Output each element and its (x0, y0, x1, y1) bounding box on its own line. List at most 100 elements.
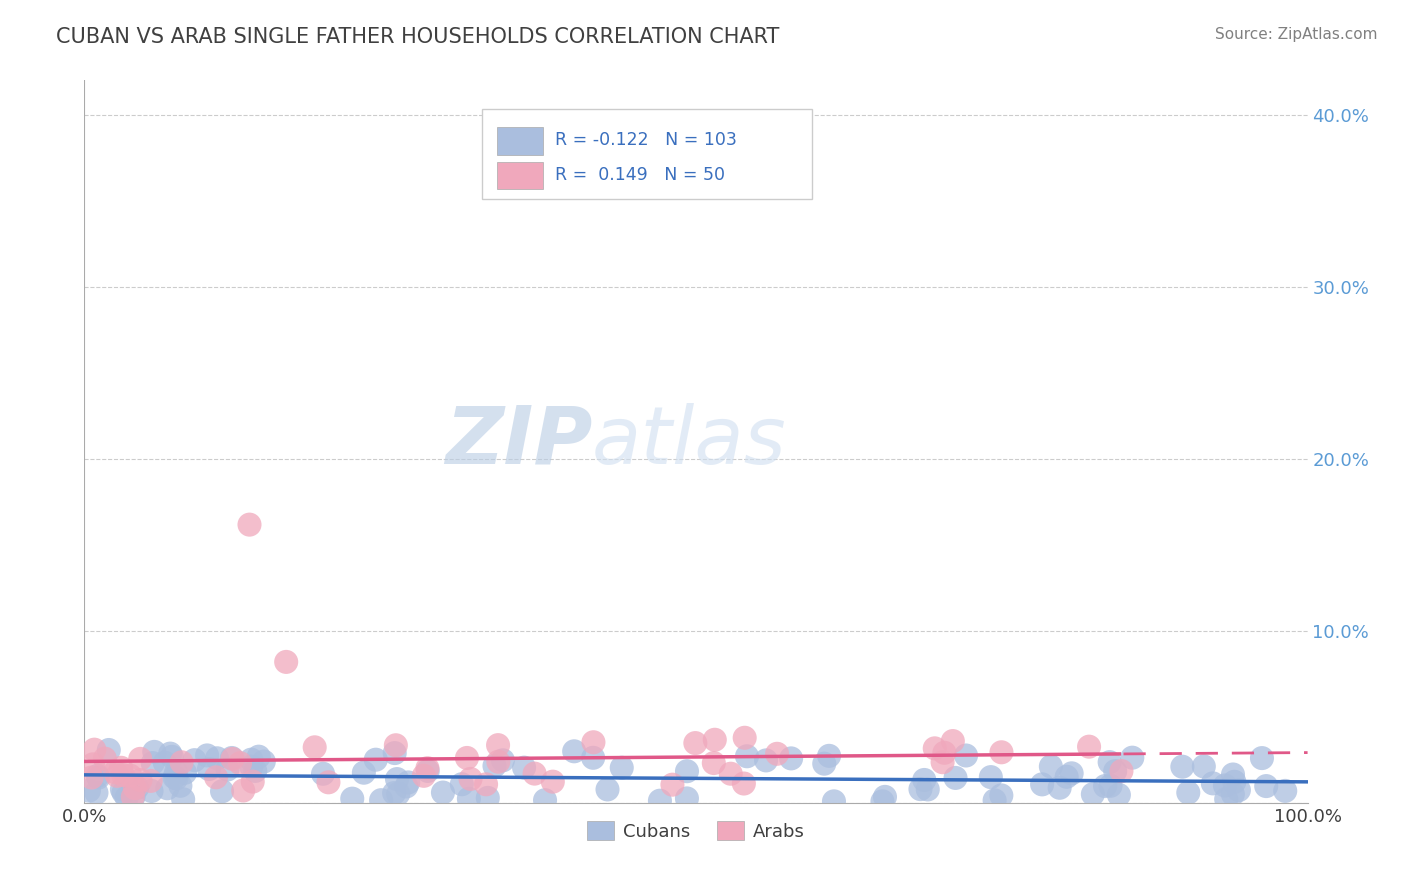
Point (170, 756, 193, 770)
Point (486, 755, 509, 769)
Point (139, 773, 162, 788)
Text: R = -0.122   N = 103: R = -0.122 N = 103 (555, 131, 737, 149)
Point (910, 782, 932, 797)
Point (676, 764, 699, 779)
Point (582, 735, 605, 749)
Point (153, 756, 176, 770)
Point (432, 786, 454, 800)
Point (240, 759, 263, 773)
FancyBboxPatch shape (496, 128, 543, 154)
Point (382, 786, 405, 800)
Point (917, 782, 939, 797)
Point (457, 791, 479, 805)
Point (387, 787, 409, 801)
Point (364, 753, 387, 767)
Point (77, 783, 100, 797)
Point (513, 761, 536, 775)
Point (661, 778, 683, 792)
Point (942, 734, 965, 748)
Point (766, 747, 789, 761)
Point (104, 765, 127, 780)
Point (169, 779, 191, 793)
Point (370, 793, 392, 807)
Point (122, 789, 145, 804)
Point (648, 794, 671, 808)
Point (1094, 779, 1116, 793)
Point (304, 740, 326, 755)
Point (395, 780, 418, 794)
Point (276, 655, 298, 669)
Point (80, 771, 103, 785)
Point (813, 756, 835, 771)
Point (129, 773, 152, 788)
Point (676, 791, 699, 805)
Point (115, 790, 138, 805)
Point (1039, 759, 1062, 773)
Point (823, 794, 845, 808)
Point (385, 738, 408, 752)
Text: R =  0.149   N = 50: R = 0.149 N = 50 (555, 166, 725, 184)
Point (232, 783, 254, 797)
Point (159, 747, 181, 761)
Point (165, 765, 187, 780)
Point (83, 742, 105, 756)
Point (456, 751, 478, 765)
Point (983, 793, 1005, 807)
Point (1215, 792, 1237, 806)
Point (755, 753, 778, 767)
Point (931, 756, 953, 770)
Point (97, 743, 120, 757)
Point (1223, 774, 1246, 789)
Point (475, 777, 498, 791)
Point (253, 755, 276, 769)
Point (242, 774, 264, 789)
Point (720, 766, 742, 780)
Point (534, 793, 557, 807)
Point (1256, 779, 1278, 793)
Point (477, 790, 499, 805)
Point (87, 771, 110, 785)
Point (1060, 766, 1083, 780)
Point (121, 789, 143, 804)
Point (1104, 764, 1126, 779)
Point (143, 745, 166, 759)
Point (1177, 786, 1199, 800)
Point (541, 774, 564, 789)
Point (1081, 787, 1104, 801)
Point (1099, 779, 1122, 793)
Point (124, 781, 146, 796)
Point (945, 771, 967, 785)
Point (1049, 780, 1071, 795)
Point (523, 766, 546, 780)
Point (312, 766, 335, 780)
Point (1121, 750, 1143, 764)
Point (120, 769, 142, 783)
Point (229, 756, 252, 771)
Point (872, 794, 894, 808)
Point (111, 768, 134, 782)
Point (129, 752, 152, 766)
Text: ZIP: ZIP (444, 402, 592, 481)
Point (596, 782, 619, 797)
Text: Source: ZipAtlas.com: Source: ZipAtlas.com (1215, 27, 1378, 42)
Point (82, 757, 104, 772)
Point (205, 751, 228, 765)
Point (385, 772, 408, 786)
Point (105, 769, 128, 783)
Point (111, 782, 134, 797)
Point (198, 762, 221, 776)
Point (582, 751, 605, 765)
Point (460, 772, 482, 786)
Point (734, 731, 756, 745)
Point (685, 736, 707, 750)
Point (934, 746, 956, 760)
Point (1274, 784, 1296, 798)
Point (183, 753, 205, 767)
Point (1078, 739, 1101, 754)
Point (217, 763, 239, 777)
Point (94, 752, 117, 766)
Point (221, 752, 243, 766)
Text: CUBAN VS ARAB SINGLE FATHER HOUSEHOLDS CORRELATION CHART: CUBAN VS ARAB SINGLE FATHER HOUSEHOLDS C… (56, 27, 779, 46)
Point (1031, 777, 1053, 791)
Point (205, 770, 228, 784)
